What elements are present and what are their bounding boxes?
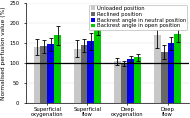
Bar bbox=[161, 52, 168, 103]
Bar bbox=[40, 46, 47, 103]
Y-axis label: Normalised perfusion value (%): Normalised perfusion value (%) bbox=[2, 7, 6, 100]
Bar bbox=[47, 44, 54, 103]
Bar bbox=[121, 63, 127, 103]
Bar bbox=[127, 59, 134, 103]
Bar bbox=[54, 36, 61, 103]
Bar bbox=[174, 34, 181, 103]
Bar bbox=[87, 41, 94, 103]
Bar bbox=[154, 36, 161, 103]
Bar bbox=[168, 43, 174, 103]
Bar bbox=[134, 57, 141, 103]
Bar bbox=[81, 45, 87, 103]
Bar bbox=[34, 47, 40, 103]
Bar bbox=[74, 49, 81, 103]
Legend: Unloaded position, Reclined position, Backrest angle in neutral position, Backre: Unloaded position, Reclined position, Ba… bbox=[89, 4, 188, 30]
Bar bbox=[94, 27, 101, 103]
Bar bbox=[114, 61, 121, 103]
